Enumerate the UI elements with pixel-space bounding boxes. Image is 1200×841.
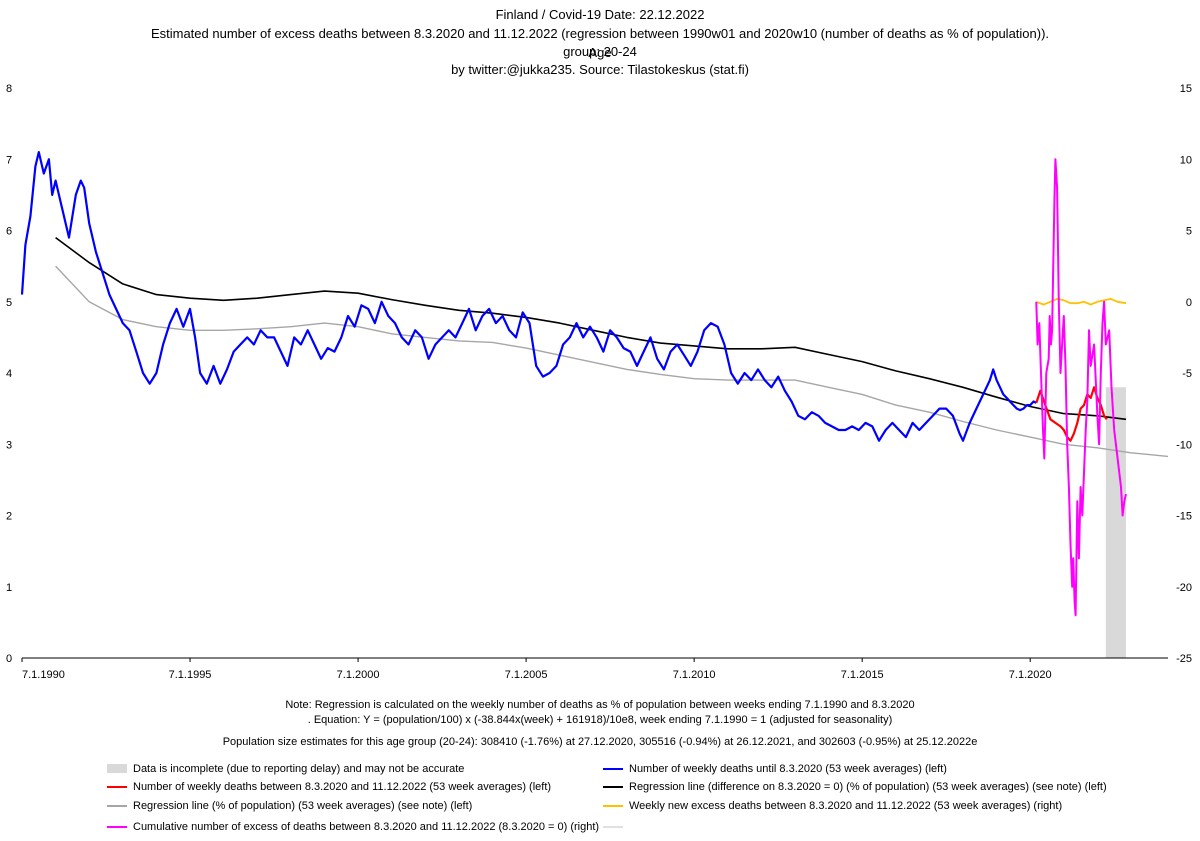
legend-item: Weekly new excess deaths between 8.3.202… <box>603 799 1093 813</box>
left-axis-tick-label: 8 <box>6 83 12 95</box>
legend-item: Cumulative number of excess of deaths be… <box>107 820 600 834</box>
note-equation: . Equation: Y = (population/100) x (-38.… <box>307 714 893 726</box>
left-axis-tick-label: 0 <box>6 653 12 665</box>
left-axis-tick-label: 6 <box>6 226 12 238</box>
left-axis-tick-label: 2 <box>6 511 12 523</box>
legend-swatch <box>107 786 127 788</box>
note-population: Population size estimates for this age g… <box>222 736 978 748</box>
x-axis-tick-label: 7.1.1995 <box>169 669 212 681</box>
right-axis-tick-label: -15 <box>1176 511 1192 523</box>
chart-plot-area: 0 1 2 3 4 5 6 7 8 -25 -20 -15 -10 -5 0 5 10 15 7.1.1990 7.1… <box>6 83 1192 681</box>
x-axis-tick-label: 7.1.2010 <box>673 669 716 681</box>
legend-item: Number of weekly deaths between 8.3.2020… <box>107 780 597 794</box>
legend-item <box>603 820 1093 834</box>
right-axis-tick-label: 15 <box>1180 83 1192 95</box>
legend-label: Number of weekly deaths between 8.3.2020… <box>133 781 552 793</box>
left-axis-tick-label: 7 <box>6 154 12 166</box>
left-axis-tick-label: 4 <box>6 368 12 380</box>
legend-swatch <box>603 786 623 788</box>
right-axis-tick-label: -20 <box>1176 582 1192 594</box>
x-axis-tick-label: 7.1.2020 <box>1009 669 1052 681</box>
chart-title-line-1: Finland / Covid-19 Date: 22.12.2022 <box>495 7 705 22</box>
incomplete-data-band <box>1105 387 1126 658</box>
legend-item: Data is incomplete (due to reporting del… <box>107 762 597 776</box>
legend-label: Cumulative number of excess of deaths be… <box>133 821 600 833</box>
x-axis-tick-label: 7.1.2005 <box>505 669 548 681</box>
legend-swatch <box>603 805 623 807</box>
note-regression: Note: Regression is calculated on the we… <box>285 699 915 711</box>
series-line-5 <box>1035 158 1127 617</box>
left-axis-tick-label: 3 <box>6 439 12 451</box>
right-axis-tick-label: -5 <box>1182 368 1192 380</box>
right-axis-tick-label: 0 <box>1186 297 1192 309</box>
x-axis-tick-label: 7.1.2015 <box>841 669 884 681</box>
left-axis-tick-label: 1 <box>6 582 12 594</box>
legend-swatch <box>107 805 127 807</box>
series-line-4 <box>1035 298 1127 306</box>
legend-label: Weekly new excess deaths between 8.3.202… <box>629 800 1063 812</box>
x-axis-tick-label: 7.1.2000 <box>337 669 380 681</box>
legend-swatch <box>107 764 127 773</box>
chart-title-line-4: by twitter:@jukka235. Source: Tilastokes… <box>451 62 749 77</box>
chart-title-line-3: group: 20-24 <box>563 44 637 59</box>
left-axis-tick-label: 5 <box>6 297 12 309</box>
legend-swatch <box>107 826 127 828</box>
legend-label: Data is incomplete (due to reporting del… <box>133 763 465 775</box>
legend-swatch <box>603 826 623 828</box>
x-axis-tick-label: 7.1.1990 <box>22 669 65 681</box>
series-line-0 <box>20 151 1037 442</box>
right-axis-tick-label: -25 <box>1176 653 1192 665</box>
chart-title-line-2: Estimated number of excess deaths betwee… <box>150 26 1050 60</box>
right-axis-tick-label: 10 <box>1180 154 1192 166</box>
legend-label: Number of weekly deaths until 8.3.2020 (… <box>629 763 947 775</box>
legend-label: Regression line (difference on 8.3.2020 … <box>629 781 1107 793</box>
legend-item: Number of weekly deaths until 8.3.2020 (… <box>603 762 1093 776</box>
legend-item: Regression line (% of population) (53 we… <box>107 799 597 813</box>
right-axis-tick-label: -10 <box>1176 439 1192 451</box>
legend-swatch <box>603 768 623 770</box>
legend-label: Regression line (% of population) (53 we… <box>133 800 473 812</box>
legend-item: Regression line (difference on 8.3.2020 … <box>603 780 1107 794</box>
right-axis-tick-label: 5 <box>1186 226 1192 238</box>
series-line-3 <box>55 265 1169 458</box>
